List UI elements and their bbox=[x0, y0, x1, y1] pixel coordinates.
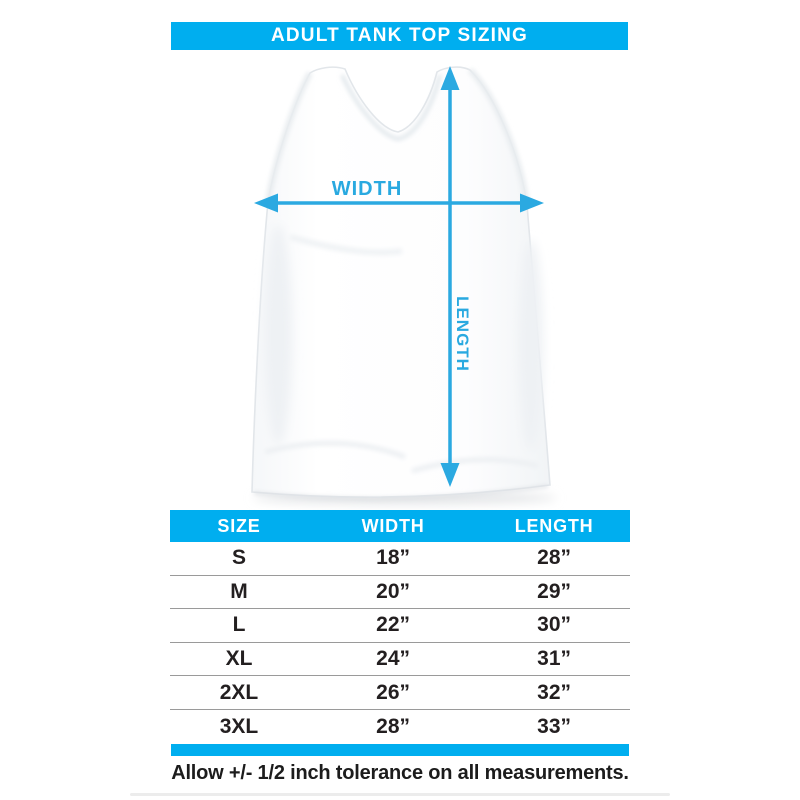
length-value: 32” bbox=[537, 680, 572, 704]
left-side-shading bbox=[264, 225, 292, 445]
length-value: 29” bbox=[537, 579, 572, 603]
page-title: ADULT TANK TOP SIZING bbox=[270, 25, 529, 46]
bottom-divider bbox=[130, 793, 670, 796]
hem-edge bbox=[253, 484, 549, 500]
column-header-width: WIDTH bbox=[361, 515, 425, 536]
size-value: XL bbox=[225, 647, 253, 671]
width-value: 26” bbox=[376, 680, 411, 704]
width-value: 28” bbox=[376, 714, 411, 738]
tank-top-illustration: WIDTH LENGTH bbox=[251, 66, 557, 504]
table-row-s: S 18” 28” bbox=[170, 542, 630, 576]
length-value: 33” bbox=[537, 714, 572, 738]
title-bar: ADULT TANK TOP SIZING bbox=[171, 22, 628, 50]
hem-wrinkle-left bbox=[264, 440, 406, 460]
tolerance-note: Allow +/- 1/2 inch tolerance on all meas… bbox=[171, 762, 629, 784]
column-header-length: LENGTH bbox=[514, 515, 594, 536]
column-header-size: SIZE bbox=[217, 515, 261, 536]
left-armhole-shading bbox=[265, 71, 313, 203]
table-row-2xl: 2XL 26” 32” bbox=[170, 676, 630, 710]
length-dimension-label: LENGTH bbox=[453, 296, 472, 372]
width-value: 20” bbox=[376, 579, 411, 603]
width-dimension-label: WIDTH bbox=[332, 178, 403, 200]
right-armhole-shading bbox=[467, 67, 530, 206]
accent-bar bbox=[171, 744, 629, 756]
collar-seam bbox=[340, 74, 442, 142]
width-value: 22” bbox=[376, 613, 411, 637]
table-header-row: SIZE WIDTH LENGTH bbox=[170, 510, 630, 542]
table-row-m: M 20” 29” bbox=[170, 575, 630, 610]
length-value: 30” bbox=[537, 613, 572, 637]
width-value: 18” bbox=[376, 546, 411, 570]
length-arrow bbox=[440, 66, 460, 487]
right-side-shading bbox=[519, 240, 543, 450]
size-value: L bbox=[232, 613, 246, 637]
size-table: SIZE WIDTH LENGTH S 18” 28” M 20” 29” L … bbox=[170, 510, 630, 744]
table-row-xl: XL 24” 31” bbox=[170, 642, 630, 677]
hem-wrinkle-right bbox=[411, 457, 539, 474]
size-value: M bbox=[230, 579, 248, 603]
length-value: 28” bbox=[537, 546, 572, 570]
size-value: 3XL bbox=[219, 714, 259, 738]
table-row-l: L 22” 30” bbox=[170, 609, 630, 643]
size-value: 2XL bbox=[219, 680, 259, 704]
table-row-3xl: 3XL 28” 33” bbox=[170, 709, 630, 744]
chest-wrinkle bbox=[289, 234, 403, 256]
length-value: 31” bbox=[537, 647, 572, 671]
width-value: 24” bbox=[376, 647, 411, 671]
size-value: S bbox=[231, 546, 246, 570]
width-arrow bbox=[254, 193, 544, 213]
